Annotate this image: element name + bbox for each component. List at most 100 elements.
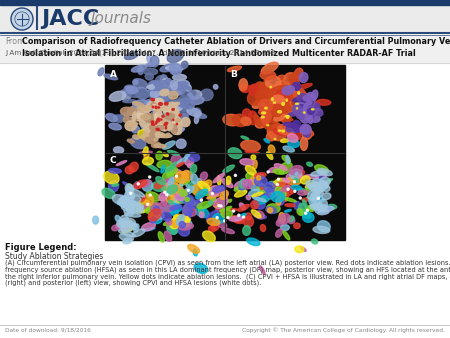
Ellipse shape [220, 187, 227, 196]
Ellipse shape [220, 190, 228, 199]
Ellipse shape [158, 201, 174, 212]
Ellipse shape [154, 144, 166, 148]
Ellipse shape [266, 152, 273, 160]
Text: frequency source ablation (HFSA) as seen in this LA dominant frequency (DF) map,: frequency source ablation (HFSA) as seen… [5, 266, 450, 273]
Ellipse shape [222, 209, 238, 211]
Ellipse shape [257, 184, 266, 193]
Ellipse shape [279, 99, 296, 105]
Ellipse shape [146, 129, 158, 134]
Ellipse shape [109, 123, 122, 130]
Ellipse shape [154, 101, 165, 107]
Ellipse shape [241, 117, 251, 125]
Ellipse shape [113, 115, 123, 122]
Ellipse shape [155, 121, 163, 126]
Text: (right) and posterior (left) view, showing CPVI and HFSA lesions (white dots).: (right) and posterior (left) view, showi… [5, 280, 261, 286]
Ellipse shape [158, 232, 164, 242]
Ellipse shape [258, 191, 265, 200]
Ellipse shape [175, 189, 189, 202]
Ellipse shape [133, 80, 138, 84]
Ellipse shape [171, 127, 181, 135]
Ellipse shape [263, 104, 268, 108]
Ellipse shape [305, 94, 311, 106]
Ellipse shape [186, 184, 189, 187]
Ellipse shape [283, 178, 289, 183]
Ellipse shape [261, 224, 265, 232]
Text: Comparison of Radiofrequency Catheter Ablation of Drivers and Circumferential Pu: Comparison of Radiofrequency Catheter Ab… [22, 37, 450, 58]
Ellipse shape [282, 86, 294, 95]
Ellipse shape [296, 108, 306, 113]
Ellipse shape [246, 173, 256, 180]
Ellipse shape [288, 216, 294, 222]
Ellipse shape [283, 113, 289, 119]
Ellipse shape [132, 112, 136, 122]
Ellipse shape [202, 231, 215, 242]
Ellipse shape [155, 210, 162, 218]
Ellipse shape [160, 119, 162, 120]
Ellipse shape [200, 172, 207, 180]
Ellipse shape [184, 217, 189, 219]
Ellipse shape [209, 186, 220, 196]
Ellipse shape [290, 169, 302, 179]
Ellipse shape [256, 176, 261, 180]
Ellipse shape [274, 188, 283, 197]
Ellipse shape [144, 227, 155, 231]
Ellipse shape [302, 106, 309, 112]
Ellipse shape [126, 203, 143, 212]
Ellipse shape [188, 164, 192, 168]
Ellipse shape [297, 189, 308, 191]
Ellipse shape [175, 90, 180, 95]
Text: JACC: JACC [41, 9, 99, 29]
Ellipse shape [133, 135, 140, 139]
Ellipse shape [174, 99, 184, 111]
Ellipse shape [120, 215, 128, 224]
Ellipse shape [151, 82, 163, 89]
Ellipse shape [249, 84, 259, 96]
Ellipse shape [260, 186, 264, 189]
Ellipse shape [218, 205, 220, 207]
Ellipse shape [157, 125, 165, 130]
Ellipse shape [223, 165, 234, 173]
Ellipse shape [165, 78, 171, 85]
Ellipse shape [243, 225, 251, 235]
Ellipse shape [173, 117, 181, 125]
Ellipse shape [126, 220, 132, 225]
Ellipse shape [151, 121, 154, 124]
Ellipse shape [140, 115, 151, 119]
Ellipse shape [123, 115, 128, 122]
Ellipse shape [188, 152, 199, 161]
Text: A: A [110, 70, 117, 79]
Ellipse shape [301, 176, 310, 184]
Ellipse shape [162, 212, 171, 221]
Ellipse shape [202, 203, 210, 210]
Ellipse shape [266, 76, 281, 89]
Ellipse shape [154, 207, 166, 214]
Ellipse shape [266, 83, 283, 95]
Ellipse shape [246, 195, 250, 200]
Ellipse shape [284, 124, 297, 134]
Ellipse shape [164, 103, 167, 112]
Ellipse shape [161, 184, 173, 192]
Ellipse shape [296, 103, 298, 104]
Ellipse shape [117, 220, 128, 228]
Ellipse shape [316, 99, 331, 105]
Ellipse shape [234, 174, 236, 176]
Ellipse shape [280, 95, 291, 102]
Ellipse shape [303, 103, 308, 113]
Ellipse shape [262, 112, 272, 119]
Ellipse shape [282, 115, 288, 119]
Ellipse shape [121, 201, 126, 208]
Ellipse shape [271, 98, 273, 101]
Ellipse shape [173, 128, 184, 134]
Ellipse shape [164, 113, 175, 119]
Ellipse shape [251, 155, 256, 160]
Ellipse shape [145, 124, 151, 133]
Ellipse shape [276, 197, 281, 206]
Ellipse shape [145, 202, 158, 214]
Ellipse shape [270, 87, 271, 88]
Ellipse shape [165, 191, 177, 197]
Ellipse shape [148, 120, 160, 128]
Ellipse shape [314, 204, 322, 209]
Ellipse shape [184, 195, 194, 206]
Ellipse shape [150, 89, 167, 98]
Ellipse shape [151, 90, 169, 96]
